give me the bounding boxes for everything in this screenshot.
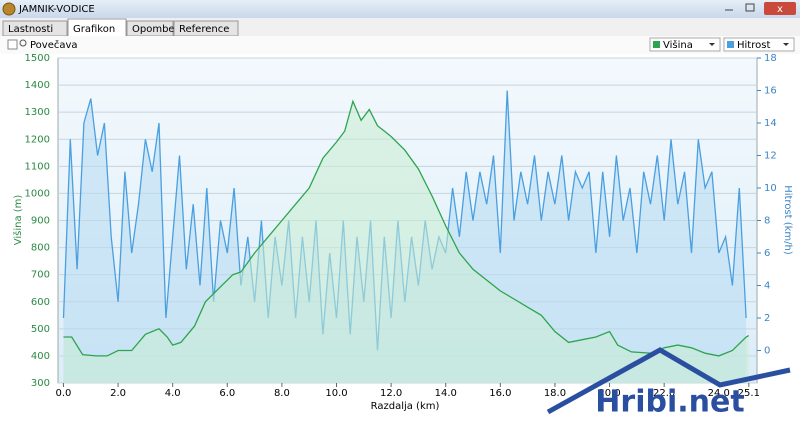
x-axis-title: Razdalja (km)	[371, 401, 440, 412]
legend-label[interactable]: Hitrost	[737, 40, 770, 51]
series-dropdown[interactable]	[649, 37, 721, 52]
watermark: Hribi.net	[546, 347, 791, 420]
app-icon	[2, 2, 16, 16]
close-x[interactable]: x	[777, 4, 783, 15]
y2-tick-label: 12	[764, 151, 777, 162]
x-tick-label: 25.1	[738, 388, 760, 399]
y-axis-title: Višina (m)	[12, 195, 24, 246]
x-tick-label: 6.0	[219, 388, 235, 399]
x-tick-label: 24.0	[708, 388, 730, 399]
plot: 3004005006007008009001000110012001300140…	[25, 53, 777, 399]
tab-label[interactable]: Opombe	[132, 24, 175, 35]
y-tick-label: 500	[31, 324, 50, 335]
y-tick-label: 700	[31, 270, 50, 281]
series-area	[63, 101, 749, 384]
y-tick-label: 900	[31, 216, 50, 227]
legend-label[interactable]: Višina	[663, 39, 693, 51]
x-tick-label: 22.0	[653, 388, 675, 399]
y-tick-label: 1400	[25, 80, 50, 91]
y2-axis-title: Hitrost (km/h)	[782, 185, 793, 255]
x-tick-label: 16.0	[489, 388, 511, 399]
dropdown-arrow[interactable]	[709, 43, 715, 46]
legend-swatch	[727, 41, 734, 48]
y2-tick-label: 18	[764, 53, 777, 64]
x-tick-label: 20.0	[598, 388, 620, 399]
legend: Višina Hitrost	[649, 37, 795, 52]
y-tick-label: 400	[31, 351, 50, 362]
tab-label[interactable]: Lastnosti	[8, 24, 53, 35]
x-tick-label: 18.0	[544, 388, 566, 399]
y-tick-label: 1300	[25, 107, 50, 118]
x-tick-label: 14.0	[435, 388, 457, 399]
y2-tick-label: 6	[764, 248, 770, 259]
y-tick-label: 1000	[25, 188, 50, 199]
tab-label[interactable]: Reference	[179, 24, 229, 35]
legend-swatch	[653, 41, 660, 48]
series-line	[63, 99, 750, 357]
x-tick-label: 2.0	[110, 388, 126, 399]
tabs: Lastnosti Grafikon Opombe Reference	[2, 18, 239, 38]
x-tick-label: 4.0	[165, 388, 181, 399]
window-title: JAMNIK-VODICE	[18, 4, 95, 15]
watermark-text: Hribi.net	[595, 385, 744, 420]
y2-tick-label: 0	[764, 346, 770, 357]
series-dropdown[interactable]	[723, 37, 795, 52]
y2-tick-label: 8	[764, 216, 770, 227]
magnifier-icon	[19, 39, 27, 47]
title-bar	[0, 0, 800, 18]
zoom-label: Povečava	[30, 39, 78, 51]
zoom-checkbox[interactable]	[7, 39, 18, 50]
watermark-roof	[546, 347, 791, 415]
y-tick-label: 1100	[25, 161, 50, 172]
x-tick-label: 8.0	[274, 388, 290, 399]
y-tick-label: 300	[31, 378, 50, 389]
y-tick-label: 1500	[25, 53, 50, 64]
y2-tick-label: 16	[764, 86, 777, 97]
y2-tick-label: 10	[764, 183, 777, 194]
y-tick-label: 1200	[25, 134, 50, 145]
toolbar	[0, 36, 800, 54]
y2-tick-label: 4	[764, 281, 770, 292]
x-tick-label: 0.0	[56, 388, 72, 399]
window-buttons[interactable]: x	[725, 2, 796, 15]
dropdown-arrow[interactable]	[783, 43, 789, 46]
x-tick-label: 12.0	[380, 388, 402, 399]
y-tick-label: 800	[31, 243, 50, 254]
y2-tick-label: 14	[764, 118, 777, 129]
y2-tick-label: 2	[764, 313, 770, 324]
tab-label[interactable]: Grafikon	[73, 24, 115, 35]
y-tick-label: 600	[31, 297, 50, 308]
close[interactable]	[764, 2, 796, 15]
x-tick-label: 10.0	[325, 388, 347, 399]
maximize[interactable]	[745, 3, 755, 12]
